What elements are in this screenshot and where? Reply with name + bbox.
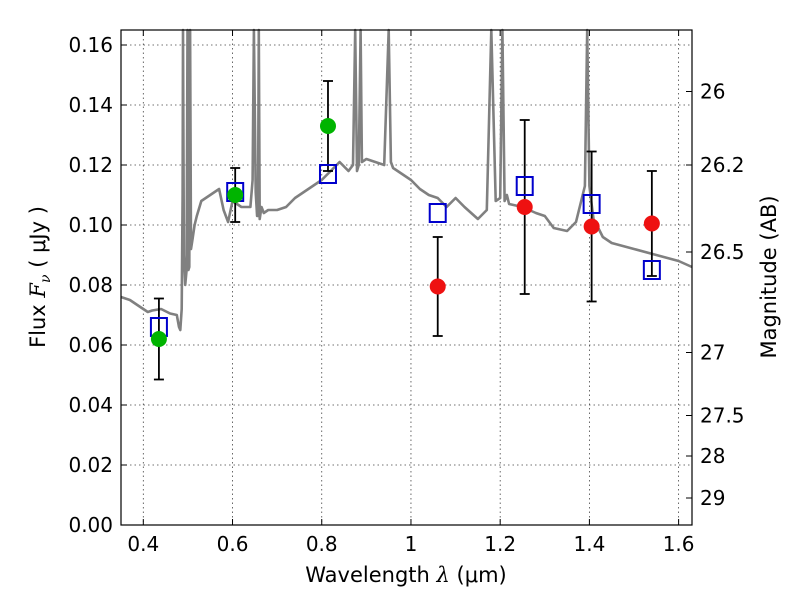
y-tick-label: 0.06 — [68, 333, 113, 357]
observed-data-point — [643, 215, 660, 232]
x-tick-label: 1 — [405, 532, 418, 556]
observed-data-point — [227, 187, 244, 203]
plot-background — [121, 30, 692, 525]
model-photometry-square — [515, 176, 534, 196]
y-axis-ticks: 0.00 0.02 0.04 0.06 0.08 0.10 0.12 0.14 0.16 — [68, 33, 127, 537]
observed-data-point — [429, 278, 446, 295]
observed-data-point — [150, 331, 167, 347]
observed-data-point — [319, 118, 336, 134]
x-tick-label: 0.8 — [306, 532, 338, 556]
observed-data-point — [516, 199, 533, 215]
model-photometry-square — [642, 260, 661, 280]
x-tick-label: 1.4 — [573, 532, 605, 556]
y-tick-label: 0.10 — [68, 213, 113, 237]
grid-layer — [121, 30, 692, 526]
x-tick-label: 1.6 — [663, 532, 695, 556]
y2-tick-label: 27 — [700, 341, 725, 365]
x-tick-label: 0.6 — [217, 532, 249, 556]
marker-layer — [149, 118, 661, 347]
y-tick-label: 0.04 — [68, 393, 113, 417]
y-tick-label: 0.00 — [68, 513, 113, 537]
observed-data-point — [583, 218, 600, 235]
y2-axis-label: Magnitude (AB) — [757, 195, 781, 358]
plot-frame — [120, 29, 693, 526]
x-tick-label: 1.2 — [484, 532, 516, 556]
x-axis-ticks: 0.4 0.6 0.8 1 1.2 1.4 1.6 — [127, 30, 695, 556]
y-axis-label: Flux Fν ( μJy ) — [26, 206, 54, 348]
y2-tick-label: 26.5 — [700, 240, 745, 264]
y-tick-label: 0.02 — [68, 453, 113, 477]
y-tick-label: 0.16 — [68, 33, 113, 57]
y2-tick-label: 26.2 — [700, 153, 745, 177]
model-photometry-square — [428, 203, 447, 223]
model-photometry-square — [318, 164, 337, 184]
y-tick-label: 0.14 — [68, 93, 113, 117]
y2-axis-ticks: 26 26.2 26.5 27 27.5 28 29 — [686, 80, 745, 510]
y2-tick-label: 26 — [700, 80, 725, 104]
x-tick-label: 0.4 — [127, 532, 159, 556]
x-axis-label: Wavelength λ (μm) — [305, 563, 506, 587]
model-photometry-square — [582, 194, 601, 214]
y2-tick-label: 27.5 — [700, 404, 745, 428]
y2-tick-label: 28 — [700, 444, 725, 468]
y2-tick-label: 29 — [700, 486, 725, 510]
y-tick-label: 0.08 — [68, 273, 113, 297]
y-tick-label: 0.12 — [68, 153, 113, 177]
